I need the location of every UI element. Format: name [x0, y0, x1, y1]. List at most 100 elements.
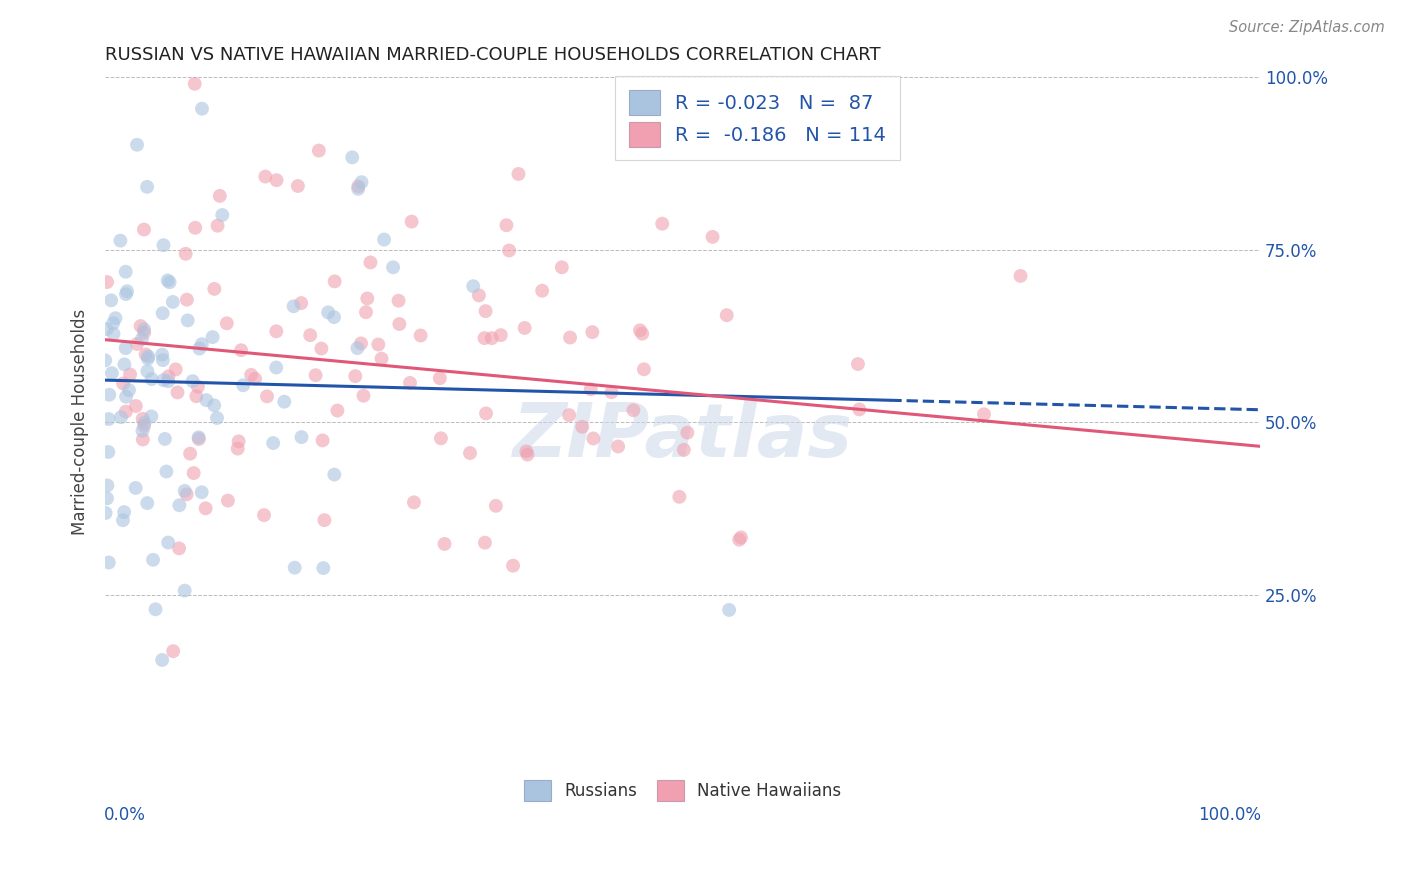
Point — [187, 432, 209, 446]
Point — [207, 219, 229, 233]
Point — [702, 230, 724, 244]
Point — [600, 385, 623, 400]
Point — [848, 402, 870, 417]
Point — [581, 325, 603, 339]
Text: RUSSIAN VS NATIVE HAWAIIAN MARRIED-COUPLE HOUSEHOLDS CORRELATION CHART: RUSSIAN VS NATIVE HAWAIIAN MARRIED-COUPL… — [105, 46, 880, 64]
Point — [579, 382, 602, 396]
Point — [347, 179, 370, 194]
Point — [115, 285, 138, 299]
Point — [312, 561, 335, 575]
Point — [111, 513, 134, 527]
Point — [124, 481, 146, 495]
Text: Source: ZipAtlas.com: Source: ZipAtlas.com — [1229, 20, 1385, 35]
Point — [401, 214, 423, 228]
Point — [475, 406, 498, 420]
Text: 0.0%: 0.0% — [104, 805, 146, 823]
Point — [131, 424, 153, 438]
Point — [495, 218, 517, 232]
Point — [304, 368, 326, 383]
Point — [96, 491, 118, 506]
Point — [118, 383, 141, 397]
Point — [973, 407, 995, 421]
Point — [356, 292, 378, 306]
Legend: Russians, Native Hawaiians: Russians, Native Hawaiians — [515, 770, 851, 811]
Point — [582, 432, 605, 446]
Point — [166, 385, 188, 400]
Point — [96, 478, 118, 492]
Point — [474, 304, 496, 318]
Point — [489, 328, 512, 343]
Point — [370, 351, 392, 366]
Point — [141, 372, 163, 386]
Point — [359, 255, 381, 269]
Point — [323, 274, 346, 288]
Point — [481, 331, 503, 345]
Point — [229, 343, 252, 358]
Point — [429, 371, 451, 385]
Point — [388, 317, 411, 331]
Point — [94, 506, 117, 520]
Point — [350, 175, 373, 189]
Point — [211, 208, 233, 222]
Point — [208, 189, 231, 203]
Point — [474, 535, 496, 549]
Point — [104, 311, 127, 326]
Point — [382, 260, 405, 275]
Point — [183, 77, 205, 91]
Point — [323, 467, 346, 482]
Point — [156, 273, 179, 287]
Point — [110, 410, 132, 425]
Point — [131, 412, 153, 426]
Point — [112, 376, 135, 391]
Point — [167, 541, 190, 556]
Point — [165, 362, 187, 376]
Text: 100.0%: 100.0% — [1198, 805, 1261, 823]
Point — [353, 389, 375, 403]
Point — [97, 556, 120, 570]
Point — [97, 412, 120, 426]
Point — [266, 324, 288, 338]
Point — [190, 485, 212, 500]
Point — [159, 275, 181, 289]
Point — [132, 222, 155, 236]
Point — [179, 447, 201, 461]
Point — [399, 376, 422, 390]
Point — [184, 220, 207, 235]
Point — [402, 495, 425, 509]
Point — [718, 603, 741, 617]
Point — [187, 430, 209, 444]
Point — [256, 389, 278, 403]
Point — [136, 179, 159, 194]
Point — [162, 295, 184, 310]
Point — [173, 483, 195, 498]
Point — [176, 487, 198, 501]
Point — [651, 217, 673, 231]
Point — [323, 310, 346, 325]
Point — [96, 322, 118, 336]
Point — [676, 425, 699, 440]
Point — [201, 330, 224, 344]
Point — [468, 288, 491, 302]
Point — [387, 293, 409, 308]
Point — [195, 393, 218, 408]
Point — [157, 535, 180, 549]
Point — [174, 247, 197, 261]
Point — [142, 553, 165, 567]
Point — [232, 378, 254, 392]
Point — [311, 342, 333, 356]
Point — [273, 394, 295, 409]
Point — [152, 306, 174, 320]
Point — [150, 653, 173, 667]
Point — [205, 411, 228, 425]
Point — [115, 287, 138, 301]
Point — [217, 493, 239, 508]
Point — [215, 316, 238, 330]
Point — [846, 357, 869, 371]
Point — [114, 341, 136, 355]
Point — [513, 321, 536, 335]
Point — [354, 305, 377, 319]
Point — [98, 388, 121, 402]
Point — [183, 466, 205, 480]
Point — [287, 179, 309, 194]
Point — [187, 379, 209, 393]
